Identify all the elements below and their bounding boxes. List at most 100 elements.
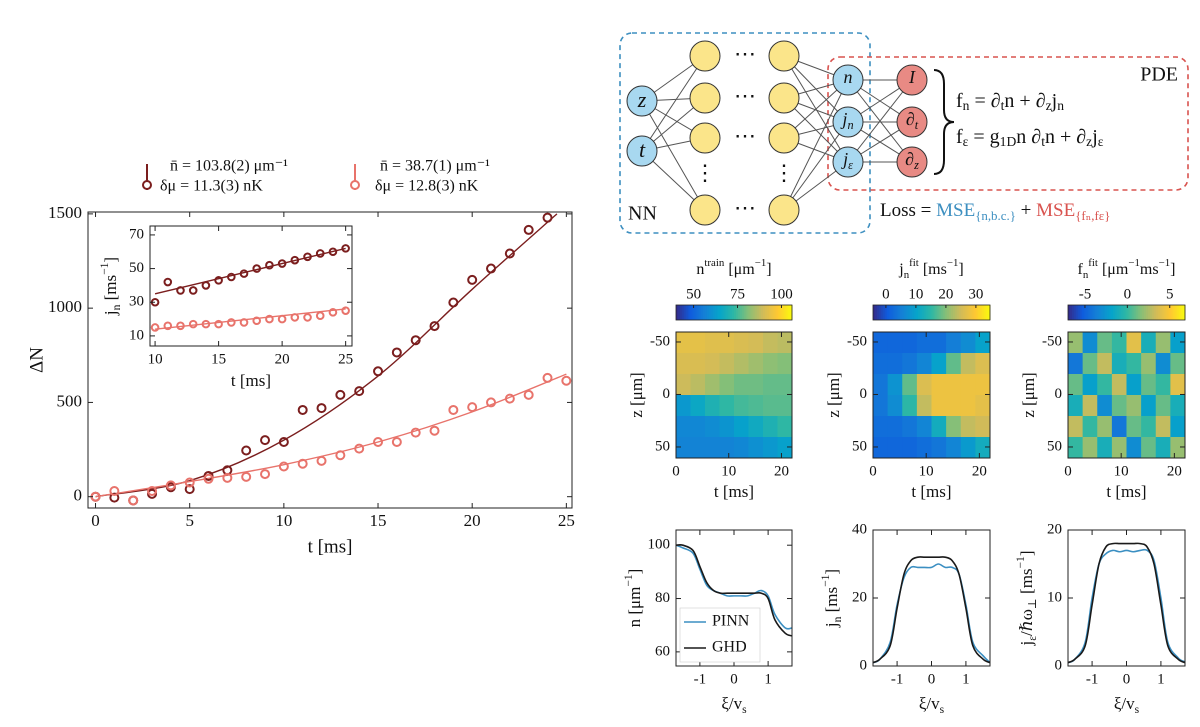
line [1068,548,1185,664]
colorbar-step [966,305,969,320]
colorbar-step [1101,305,1104,320]
plot-area [150,226,352,346]
y-axis-label-part: [ms [1017,568,1036,598]
y-tick-label: 50 [1047,438,1062,454]
y-axis-label: z [μm] [627,372,646,417]
colorbar-tick-label: 20 [938,286,953,302]
output-label-part: ε [848,158,853,172]
heat-cell [975,353,990,375]
colorbar-step [747,305,750,320]
y-axis-label-part: ] [101,257,120,263]
y-axis-label-part: j [101,310,120,316]
colorbar-title-part: n [1083,269,1089,281]
legend-label: PINN [712,613,750,630]
data-point [222,472,233,483]
colorbar-step [984,305,987,320]
colorbar-step [884,305,888,320]
colorbar-tick-label: 5 [1166,286,1174,302]
plot-content [873,332,990,458]
colorbar-step [683,305,687,320]
heat-cell [748,374,764,396]
equation-part: z [1046,98,1052,113]
colorbar-step [919,305,923,320]
colorbar-step [949,305,952,320]
colorbar-step [770,305,774,320]
heat-cell [975,437,990,458]
colorbar-step [734,305,737,320]
data-point [165,480,176,491]
y-axis-label-part: j [822,622,841,628]
colorbar-step [772,305,775,320]
output-label: jn [840,109,853,132]
heat-cell [931,332,947,354]
colorbar-title: fnfit [μm−1ms−1] [1078,257,1176,281]
heat-cell [916,353,932,375]
heat-cell [676,395,691,417]
colorbar-tick-label: 75 [730,286,745,302]
data-point [176,321,185,331]
operator-label: ∂z [905,149,919,172]
legend-label: n̄ = 103.8(2) μm⁻¹ [170,158,288,175]
heat-cell [1097,332,1113,354]
y-axis-label-part: n [831,616,844,622]
data-point [561,375,572,386]
colorbar-step [699,305,702,320]
heat-cell [690,332,706,354]
heat-cell [946,332,962,354]
colorbar-step [691,305,694,320]
colorbar-tick-label: 100 [770,286,793,302]
heat-cell [1068,353,1084,375]
heat-cell [873,416,889,438]
heat-cell [690,374,706,396]
data-point [316,455,327,466]
colorbar-tick-label: -5 [1079,286,1092,302]
data-point [523,224,534,235]
x-axis-label-part: s [940,703,945,716]
heat-cell [887,395,903,417]
edge [641,55,706,152]
heat-cell [676,332,691,354]
nn-box [619,32,871,234]
colorbar-step [986,305,989,320]
heat-cell [873,437,889,458]
equation: fn = ∂tn + ∂zjn [956,90,1064,114]
heat-cell [1111,395,1127,417]
data-point [486,397,497,408]
heat-cell [916,416,932,438]
data-point [184,477,195,488]
heat-cell [1082,416,1098,438]
node [832,106,864,138]
colorbar-step [712,305,716,320]
heat-cell [1155,332,1171,354]
data-point [290,313,300,322]
heat-cell [975,374,990,396]
heat-cell [1097,374,1113,396]
data-point [277,314,287,324]
heat-cell [1155,416,1171,438]
x-tick-label: 20 [972,463,987,479]
heat-cell [719,374,735,396]
colorbar-step [790,305,793,320]
node [689,122,721,154]
heat-cell [690,416,706,438]
heat-cell [916,374,932,396]
equation-part: t [1041,134,1045,149]
colorbar-step [1142,305,1145,320]
heat-cell [705,416,720,438]
colorbar-step [763,305,766,320]
colorbar-step [689,305,692,320]
output-label-part: j [841,149,848,169]
x-tick-label: 0 [1064,463,1072,479]
data-point [316,403,327,414]
colorbar-step [739,305,743,320]
heat-cell [887,332,903,354]
legend-marker [142,180,152,190]
heat-cell [676,437,691,458]
colorbar-step [1140,305,1143,320]
colorbar-step [732,305,735,320]
heat-cell [1068,416,1084,438]
equation-part: ε [1098,134,1104,149]
x-axis-label: ξ/vs [1114,694,1140,716]
output-label: jε [841,149,853,172]
colorbar-title-part: −1 [1159,257,1171,269]
